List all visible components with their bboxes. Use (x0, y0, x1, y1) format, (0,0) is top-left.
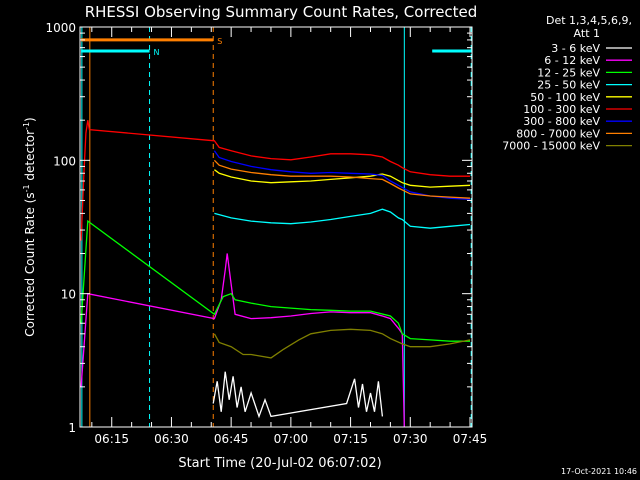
series-line-300-800-kev (213, 150, 471, 200)
y-tick-label: 1000 (45, 21, 76, 35)
plot-area: SN (80, 27, 472, 428)
y-tick-label: 1 (68, 421, 76, 435)
y-tick-label: 100 (53, 154, 76, 168)
plot-frame (79, 26, 473, 428)
legend-label: 300 - 800 keV (523, 115, 600, 128)
series-line-100-300-kev (80, 120, 470, 241)
series-line-50-100-kev (214, 169, 471, 188)
flag-label: N (154, 48, 160, 57)
series-line-12-25-kev (80, 219, 470, 342)
series-line-3-6-kev (212, 371, 384, 419)
x-tick-label: 06:45 (214, 432, 249, 446)
series-line-7000-15000-kev (213, 328, 471, 359)
legend-label: 100 - 300 keV (523, 103, 600, 116)
legend-label: 50 - 100 keV (530, 91, 600, 104)
x-tick-label: 07:15 (333, 432, 368, 446)
timestamp: 17-Oct-2021 10:46 (561, 467, 637, 476)
x-axis-label: Start Time (20-Jul-02 06:07:02) (178, 456, 381, 471)
flag-label: S (217, 37, 222, 46)
series-line-800-7000-kev (213, 159, 471, 199)
x-axis: 06:15 06:30 06:45 07:00 07:15 07:30 07:45 (91, 27, 488, 446)
legend-label: 25 - 50 keV (537, 79, 600, 92)
legend-label: 800 - 7000 keV (516, 127, 600, 140)
legend-label: 3 - 6 keV (551, 42, 600, 55)
x-tick-label: 06:15 (94, 432, 129, 446)
y-axis: 1 10 100 1000 (45, 21, 472, 435)
legend-label: 6 - 12 keV (544, 54, 600, 67)
series-line-6-12-kev (80, 253, 405, 428)
y-axis-label: Corrected Count Rate (s-1 detector-1) (22, 117, 37, 336)
x-tick-label: 07:45 (453, 432, 488, 446)
x-tick-label: 06:30 (154, 432, 189, 446)
legend-header-line2: Att 1 (574, 27, 600, 40)
series-line-25-50-kev (214, 208, 471, 229)
legend-label: 7000 - 15000 keV (502, 140, 600, 153)
chart-title: RHESSI Observing Summary Count Rates, Co… (85, 3, 478, 21)
y-tick-label: 10 (61, 288, 76, 302)
legend-label: 12 - 25 keV (537, 66, 600, 79)
x-tick-label: 07:00 (274, 432, 309, 446)
x-tick-label: 07:30 (393, 432, 428, 446)
legend-header-line1: Det 1,3,4,5,6,9, (546, 14, 632, 27)
